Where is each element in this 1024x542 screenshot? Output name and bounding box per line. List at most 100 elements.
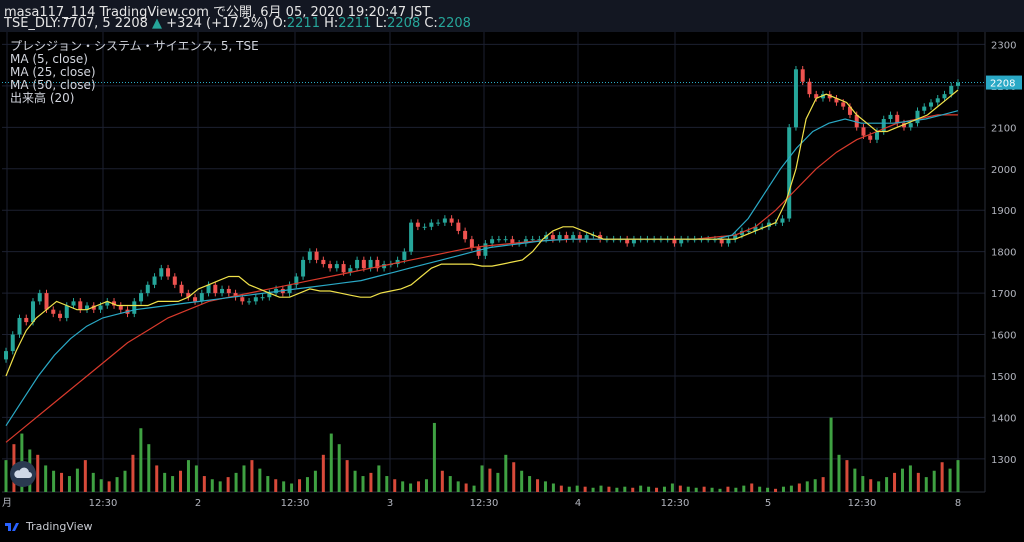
candle-body [679, 239, 684, 244]
price-tick-label: 1800 [991, 248, 1016, 259]
volume-bar [234, 472, 238, 492]
volume-bar [718, 488, 722, 492]
candle-body [746, 230, 751, 232]
candle-body [469, 239, 474, 248]
last-price: 2208 [114, 16, 148, 31]
candle-body [294, 276, 299, 285]
volume-bar [163, 472, 167, 492]
volume-bar [861, 476, 865, 492]
volume-bar [948, 468, 952, 492]
time-tick-label: 2 [195, 498, 201, 509]
candle-body [780, 218, 785, 223]
candle-body [240, 297, 245, 302]
candle-body [64, 305, 69, 318]
volume-bar [258, 468, 262, 492]
candle-body [139, 293, 144, 302]
time-tick-label: 12:30 [848, 498, 877, 509]
volume-bar [774, 488, 778, 492]
low-value: 2208 [387, 16, 421, 31]
candle-body [58, 313, 63, 318]
volume-bar [837, 454, 841, 492]
volume-bar [559, 485, 563, 492]
volume-bar [528, 476, 532, 492]
price-tick-label: 2100 [991, 123, 1016, 134]
volume-bar [631, 487, 635, 492]
candle-body [112, 301, 117, 306]
candle-body [159, 268, 164, 277]
candle-body [436, 222, 441, 224]
price-chart[interactable]: 2300220021002000190018001700160015001400… [0, 32, 1024, 542]
candle-body [456, 222, 461, 231]
candle-body [206, 284, 211, 294]
volume-bar [4, 460, 8, 492]
volume-bar [52, 470, 56, 492]
candle-body [490, 239, 495, 244]
candle-body [557, 235, 562, 240]
candle-body [625, 239, 630, 244]
candle-body [510, 239, 515, 244]
candle-body [85, 305, 90, 310]
candle-body [577, 235, 582, 240]
candle-body [523, 239, 528, 244]
volume-bar [393, 479, 397, 492]
candle-body [328, 264, 333, 269]
volume-bar [131, 454, 135, 492]
volume-bar [488, 468, 492, 492]
candle-body [807, 81, 812, 95]
volume-bar [329, 433, 333, 492]
candle-body [395, 259, 400, 265]
volume-bar [337, 444, 341, 492]
candle-body [888, 114, 893, 120]
candle-body [733, 235, 738, 240]
candle-body [287, 284, 292, 294]
volume-bar [536, 479, 540, 492]
candle-body [787, 127, 792, 219]
volume-bar [647, 486, 651, 492]
candle-body [537, 239, 542, 241]
candle-body [334, 264, 339, 269]
volume-bar [186, 460, 190, 492]
candle-body [105, 301, 110, 306]
candle-body [31, 301, 36, 323]
volume-bar [670, 483, 674, 492]
price-tick-label: 1900 [991, 206, 1016, 217]
volume-bar [298, 479, 302, 492]
volume-bar [440, 470, 444, 492]
volume-bar [107, 481, 111, 492]
volume-bar [123, 470, 127, 492]
candle-body [78, 301, 83, 310]
symbol-ohlc-line: TSE_DLY:7707, 5 2208 ▲ +324 (+17.2%) O:2… [4, 16, 471, 31]
price-tick-label: 1700 [991, 289, 1016, 300]
legend-title: プレシジョン・システム・サイエンス, 5, TSE [10, 39, 259, 53]
last-price-tag-label: 2208 [990, 79, 1015, 90]
volume-bar [155, 465, 159, 492]
candle-body [179, 284, 184, 294]
candle-body [847, 106, 852, 115]
volume-bar [417, 481, 421, 492]
candle-body [321, 259, 326, 265]
candle-body [571, 235, 576, 240]
candle-body [800, 69, 805, 82]
volume-bar [797, 483, 801, 492]
volume-bar [686, 486, 690, 492]
volume-bar [599, 485, 603, 492]
candle-body [415, 222, 420, 227]
candle-body [199, 293, 204, 302]
candle-body [935, 98, 940, 103]
volume-bar [900, 468, 904, 492]
candle-body [51, 309, 56, 314]
tradingview-logo[interactable]: TradingView [4, 520, 92, 533]
volume-bar [567, 486, 571, 492]
candle-body [942, 94, 947, 99]
candle-body [71, 301, 76, 306]
chart-header: masa117_114 TradingView.com で公開, 6月 05, … [0, 0, 1024, 32]
candle-body [922, 106, 927, 111]
candle-body [409, 222, 414, 252]
candle-body [915, 110, 920, 124]
volume-bar [496, 472, 500, 492]
candle-body [584, 235, 589, 240]
cloud-icon[interactable] [10, 461, 36, 487]
ma5-line [5, 89, 959, 377]
volume-bar [734, 487, 738, 492]
candle-body [868, 135, 873, 140]
